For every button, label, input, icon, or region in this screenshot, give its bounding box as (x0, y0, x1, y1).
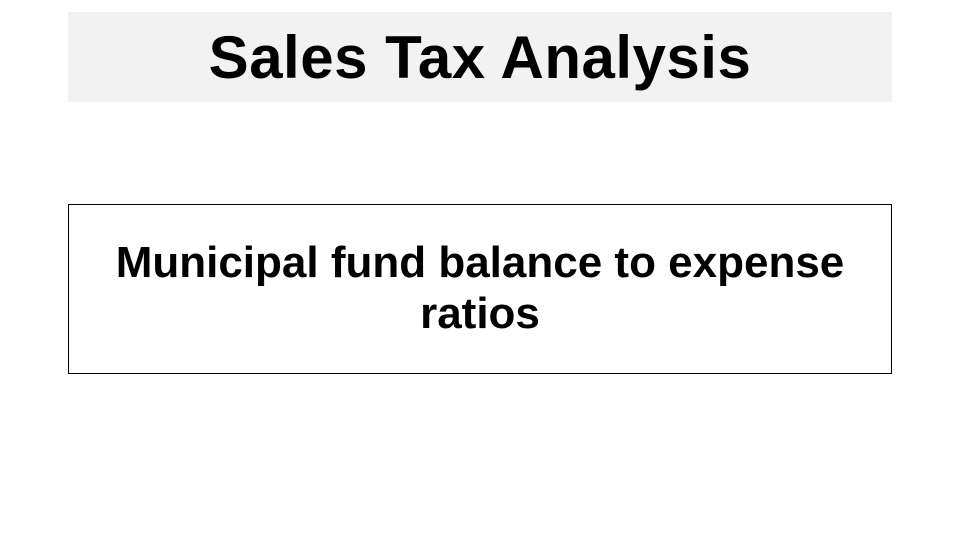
slide-title: Sales Tax Analysis (209, 23, 752, 92)
title-block: Sales Tax Analysis (68, 12, 892, 102)
subtitle-block: Municipal fund balance to expense ratios (68, 204, 892, 374)
slide-subtitle: Municipal fund balance to expense ratios (109, 238, 851, 339)
